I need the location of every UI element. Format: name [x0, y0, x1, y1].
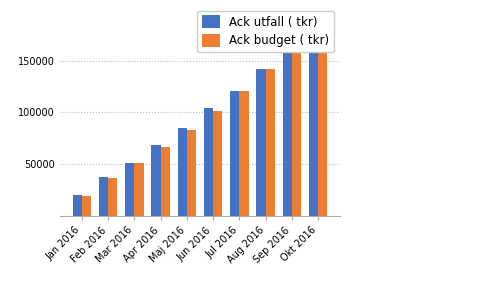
Bar: [309, 33, 318, 216]
Bar: [160, 147, 170, 216]
Bar: [240, 91, 248, 216]
Bar: [266, 69, 275, 216]
Bar: [82, 196, 91, 216]
Bar: [125, 163, 134, 216]
Bar: [256, 69, 266, 216]
Bar: [99, 177, 108, 216]
Bar: [178, 128, 187, 216]
Bar: [152, 145, 160, 216]
Bar: [108, 178, 118, 216]
Bar: [134, 163, 143, 216]
Bar: [204, 108, 213, 216]
Bar: [187, 130, 196, 216]
Legend: Ack utfall ( tkr), Ack budget ( tkr): Ack utfall ( tkr), Ack budget ( tkr): [198, 11, 334, 52]
Bar: [318, 27, 328, 216]
Bar: [72, 195, 82, 216]
Bar: [230, 91, 239, 216]
Bar: [292, 47, 301, 216]
Bar: [213, 112, 222, 216]
Bar: [282, 47, 292, 216]
